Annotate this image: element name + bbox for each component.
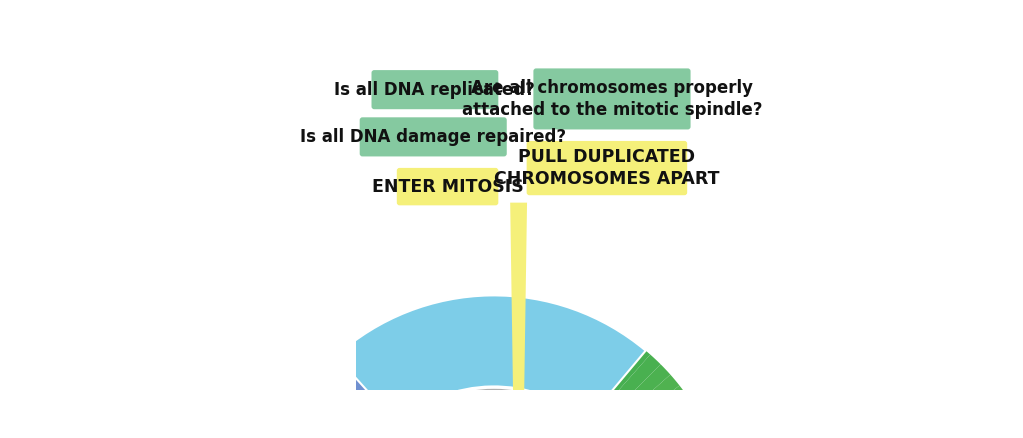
Wedge shape: [336, 295, 646, 424]
Wedge shape: [613, 397, 696, 438]
Wedge shape: [603, 374, 679, 438]
Text: Is all DNA damage repaired?: Is all DNA damage repaired?: [300, 128, 567, 146]
Wedge shape: [583, 346, 651, 423]
Polygon shape: [707, 193, 724, 438]
Wedge shape: [618, 409, 703, 438]
FancyBboxPatch shape: [533, 68, 691, 130]
FancyBboxPatch shape: [360, 117, 506, 156]
Wedge shape: [608, 385, 687, 438]
Text: PULL DUPLICATED
CHROMOSOMES APART: PULL DUPLICATED CHROMOSOMES APART: [494, 148, 719, 188]
Text: ENTER MITOSIS: ENTER MITOSIS: [371, 178, 524, 196]
Polygon shape: [510, 203, 527, 438]
FancyBboxPatch shape: [397, 168, 498, 205]
Wedge shape: [626, 434, 714, 438]
Wedge shape: [622, 421, 709, 438]
FancyBboxPatch shape: [371, 70, 498, 109]
Wedge shape: [596, 364, 670, 435]
Wedge shape: [354, 392, 634, 438]
Text: Is all DNA replicated?: Is all DNA replicated?: [335, 81, 535, 99]
FancyBboxPatch shape: [527, 141, 687, 195]
Text: Are all chromosomes properly
attached to the mitotic spindle?: Are all chromosomes properly attached to…: [461, 79, 762, 119]
Wedge shape: [258, 351, 477, 438]
Wedge shape: [590, 354, 661, 429]
Wedge shape: [351, 389, 636, 438]
